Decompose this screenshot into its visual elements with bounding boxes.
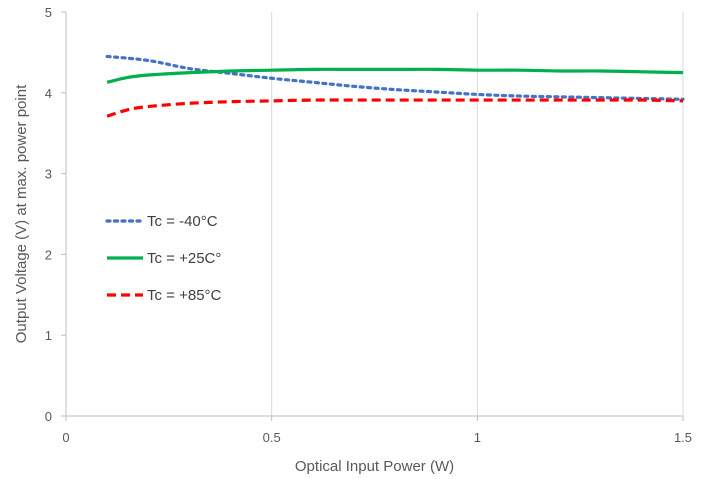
y-tick-label: 4 — [45, 86, 52, 101]
y-tick-label: 3 — [45, 167, 52, 182]
y-axis-title: Output Voltage (V) at max. power point — [13, 84, 30, 343]
axes: 0 1 2 3 4 5 0 0.5 1 1.5 — [45, 5, 692, 445]
legend-label-1: Tc = -40°C — [147, 213, 218, 230]
y-tick-label: 5 — [45, 5, 52, 20]
series-line-3 — [106, 98, 684, 118]
series-line-2 — [106, 67, 684, 84]
y-tick-label: 1 — [45, 328, 52, 343]
x-tick-label: 0.5 — [263, 430, 281, 445]
legend-label-2: Tc = +25C° — [147, 250, 221, 267]
x-tick-label: 1.5 — [674, 430, 692, 445]
x-tick-label: 0 — [62, 430, 69, 445]
x-axis-title: Optical Input Power (W) — [295, 458, 454, 475]
y-tick-label: 2 — [45, 247, 52, 262]
legend-label-3: Tc = +85°C — [147, 287, 222, 304]
series-line-1 — [105, 54, 685, 101]
x-tick-label: 1 — [474, 430, 481, 445]
legend: Tc = -40°C Tc = +25C° Tc = +85°C — [105, 213, 222, 304]
series-group — [105, 54, 685, 118]
y-tick-label: 0 — [45, 409, 52, 424]
